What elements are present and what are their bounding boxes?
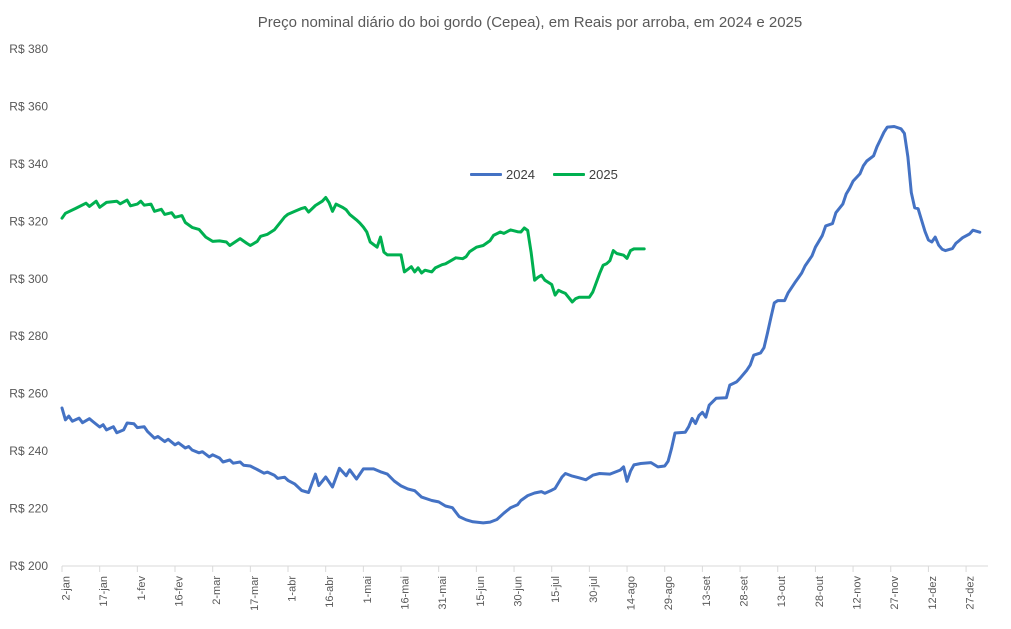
x-axis-label: 28-set <box>739 576 751 607</box>
legend-line-swatch-2024 <box>470 173 502 176</box>
y-axis-label: R$ 360 <box>9 99 48 113</box>
chart-title: Preço nominal diário do boi gordo (Cepea… <box>257 14 803 31</box>
legend-label-2024: 2024 <box>506 167 535 182</box>
x-axis-label: 15-jul <box>550 576 562 603</box>
chart-legend: 2024 2025 <box>470 167 618 182</box>
x-axis-label: 30-jun <box>513 576 525 607</box>
x-axis-label: 1-mai <box>362 576 374 604</box>
y-axis-label: R$ 380 <box>9 42 48 56</box>
x-axis-label: 27-nov <box>889 576 901 610</box>
x-axis-label: 12-dez <box>927 576 939 610</box>
series-line-2024 <box>60 125 982 525</box>
y-axis-label: R$ 320 <box>9 214 48 228</box>
y-axis-label: R$ 200 <box>9 559 48 573</box>
x-axis-label: 16-mai <box>400 576 412 610</box>
x-axis-label: 15-jun <box>475 576 487 607</box>
x-axis-label: 13-set <box>701 576 713 607</box>
legend-line-swatch-2025 <box>552 173 585 176</box>
x-axis-label: 31-mai <box>437 576 449 610</box>
y-axis-label: R$ 280 <box>9 329 48 343</box>
series-line-2025 <box>60 196 646 304</box>
x-axis-label: 27-dez <box>965 576 977 610</box>
x-axis-label: 2-mar <box>211 576 223 605</box>
x-axis-label: 16-fev <box>174 576 186 607</box>
y-axis-label: R$ 220 <box>9 502 48 516</box>
legend-item-2024: 2024 <box>470 167 535 182</box>
x-axis-label: 29-ago <box>663 576 675 610</box>
x-axis-label: 17-mar <box>249 576 261 611</box>
x-axis-label: 12-nov <box>852 576 864 610</box>
legend-item-2025: 2025 <box>552 167 618 182</box>
x-axis-label: 14-ago <box>626 576 638 610</box>
x-axis-label: 17-jan <box>98 576 110 607</box>
x-axis-label: 28-out <box>814 576 826 607</box>
legend-label-2025: 2025 <box>588 167 618 182</box>
y-axis-label: R$ 240 <box>9 444 48 458</box>
x-axis-label: 16-abr <box>324 576 336 608</box>
y-axis-label: R$ 340 <box>9 157 48 171</box>
x-axis-label: 1-abr <box>287 576 299 602</box>
y-axis-label: R$ 300 <box>9 272 48 286</box>
x-axis-label: 30-jul <box>588 576 600 603</box>
y-axis-label: R$ 260 <box>9 387 48 401</box>
x-axis-label: 2-jan <box>61 576 73 600</box>
x-axis-label: 13-out <box>776 576 788 607</box>
x-axis-label: 1-fev <box>136 576 148 601</box>
